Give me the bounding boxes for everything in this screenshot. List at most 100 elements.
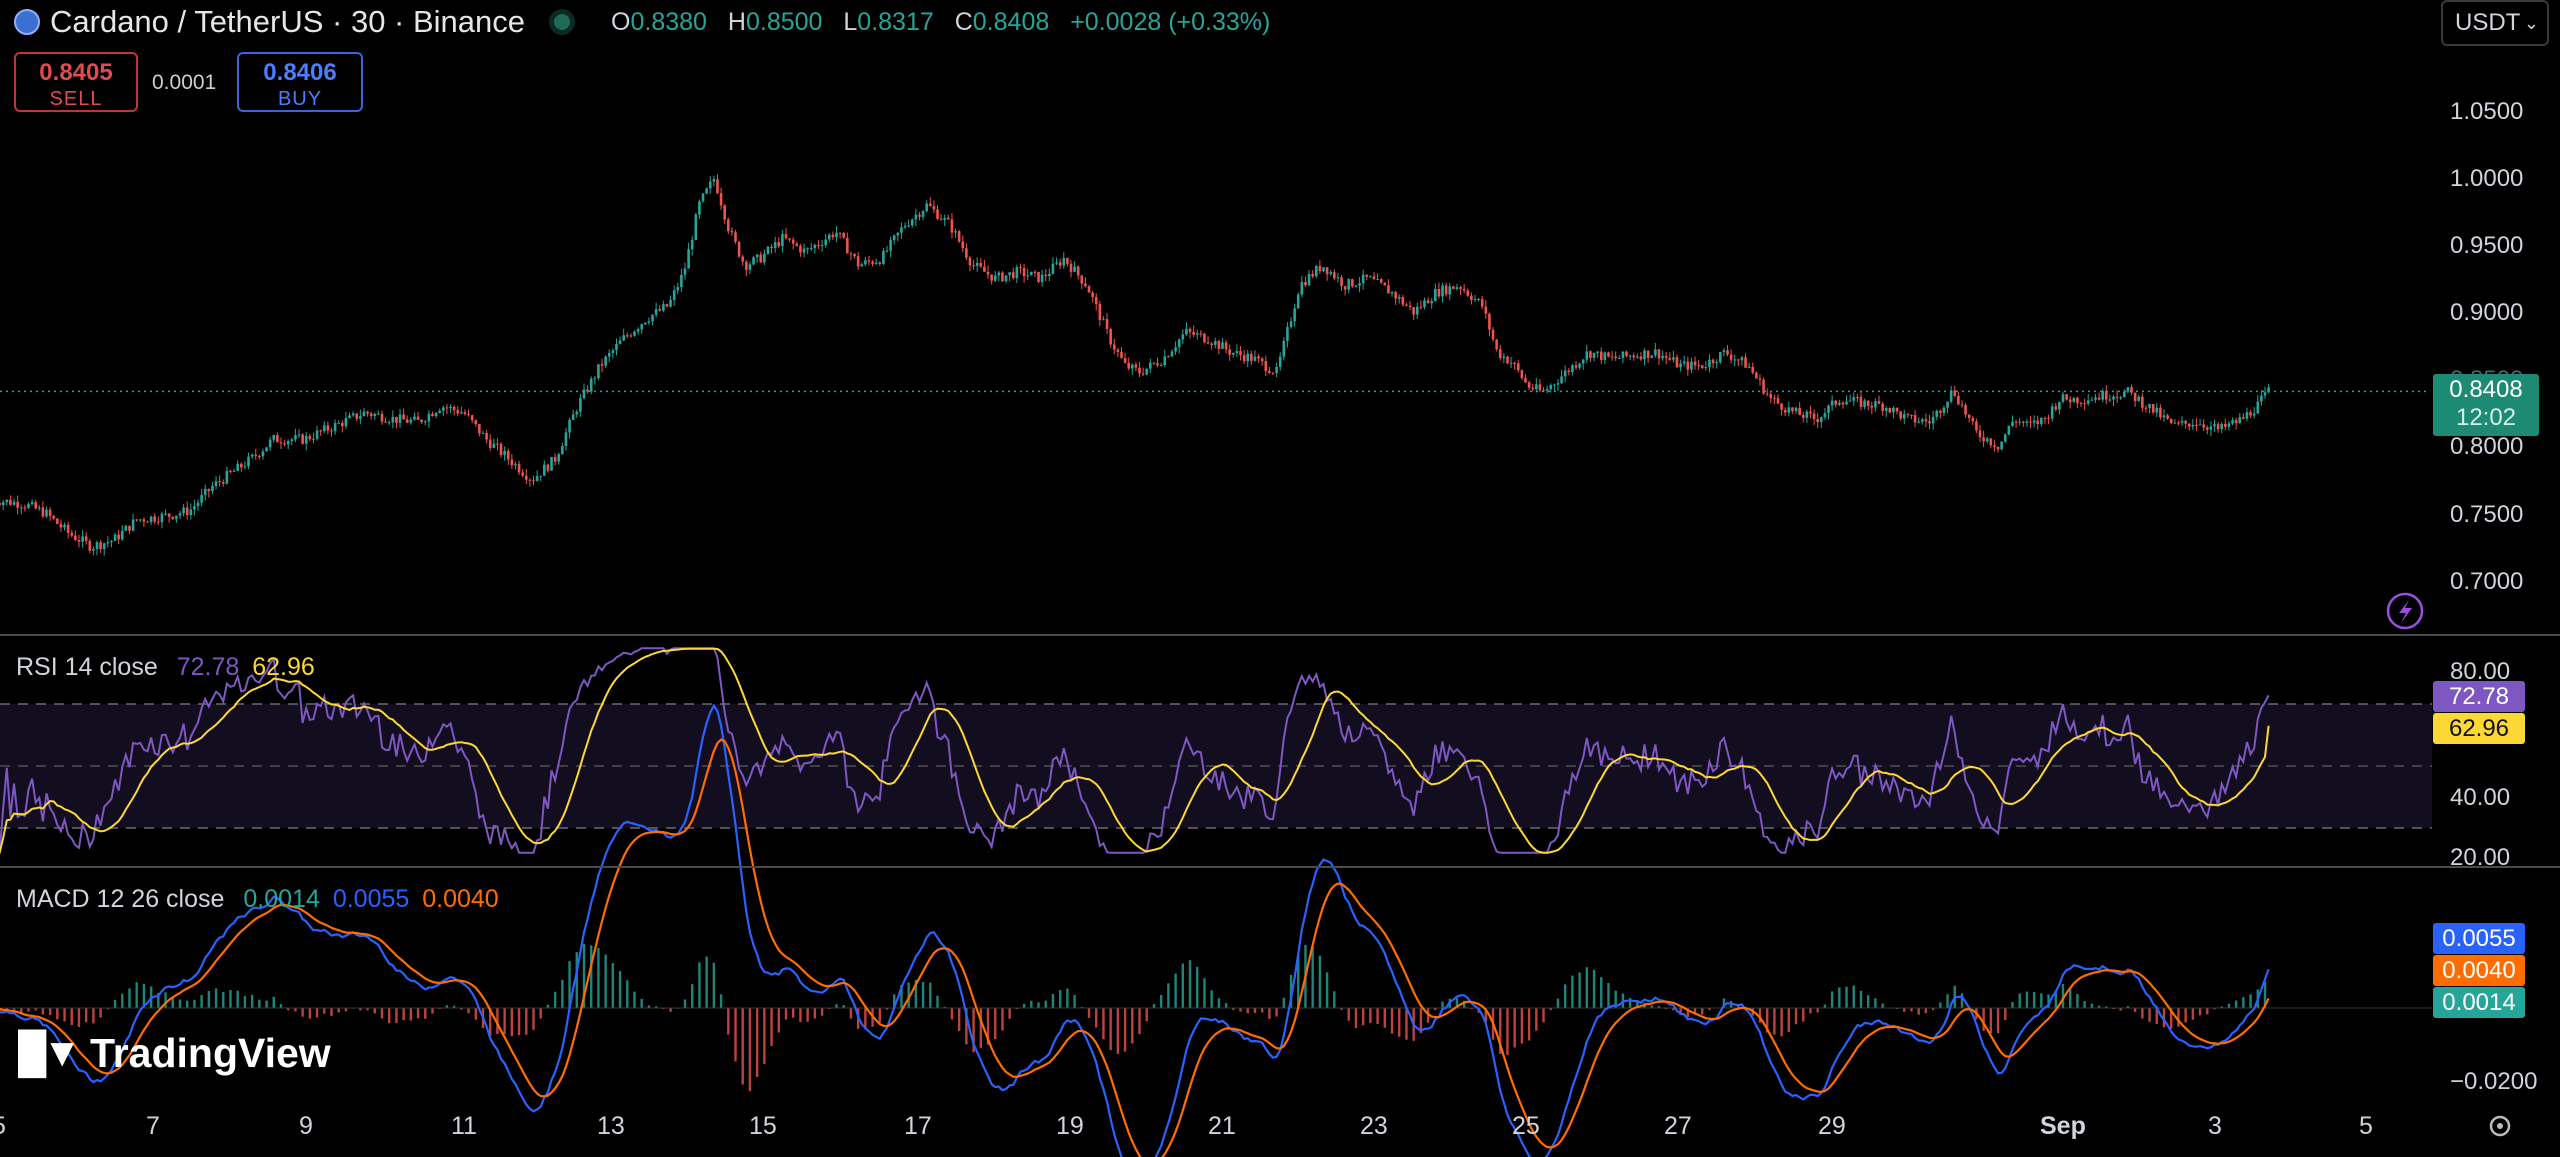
candle: [2180, 420, 2184, 423]
macd-hist-bar: [395, 1008, 398, 1024]
macd-legend[interactable]: MACD 12 26 close 0.0014 0.0055 0.0040: [16, 885, 499, 914]
macd-hist-bar: [503, 1008, 506, 1035]
candle: [1902, 414, 1906, 419]
macd-hist-bar: [784, 1008, 788, 1020]
candle: [124, 525, 128, 531]
symbol-title[interactable]: Cardano / TetherUS · 30 · Binance: [50, 4, 526, 39]
macd-hist-bar: [416, 1008, 420, 1019]
candle: [2029, 421, 2032, 423]
candle: [1783, 409, 1787, 413]
candle: [146, 521, 149, 523]
rsi-legend[interactable]: RSI 14 close 72.78 62.96: [16, 653, 315, 682]
macd-hist-bar: [885, 1008, 889, 1010]
candle: [1621, 351, 1625, 358]
macd-hist-bar: [1131, 1008, 1134, 1044]
macd-hist-bar: [1672, 1008, 1675, 1011]
candle: [928, 203, 932, 206]
macd-hist-bar: [683, 999, 687, 1008]
macd-hist-bar: [193, 999, 196, 1008]
candle: [1498, 349, 1502, 359]
candle: [986, 271, 990, 275]
macd-hist-bar: [380, 1008, 384, 1019]
candle: [687, 249, 690, 269]
candle: [1141, 373, 1145, 375]
bolt-icon[interactable]: [2386, 592, 2424, 630]
time-tick: 17: [904, 1112, 932, 1140]
candle: [1935, 410, 1939, 417]
candle: [896, 232, 900, 236]
macd-hist-bar: [315, 1008, 319, 1018]
macd-hist-bar: [1809, 1008, 1812, 1014]
candle: [2202, 424, 2205, 428]
macd-hist-bar: [1960, 993, 1964, 1008]
candle: [449, 406, 452, 409]
macd-hist-bar: [553, 991, 557, 1008]
candle: [979, 263, 983, 267]
candle: [1704, 367, 1708, 369]
buy-button[interactable]: 0.8406 BUY: [237, 52, 363, 112]
macd-hist-bar: [92, 1008, 95, 1024]
candle: [2133, 392, 2137, 401]
tradingview-logo[interactable]: █▼ TradingView: [18, 1030, 331, 1077]
candle: [2083, 403, 2086, 405]
candle: [1257, 356, 1260, 359]
candle: [1264, 361, 1268, 372]
candle: [1787, 407, 1791, 413]
macd-hist-bar: [344, 1008, 348, 1012]
macd-hist-bar: [286, 1008, 290, 1011]
candle: [1105, 319, 1109, 330]
macd-hist-bar: [178, 999, 182, 1008]
candle: [200, 494, 203, 503]
macd-hist-bar: [1866, 995, 1870, 1008]
candle: [777, 242, 781, 247]
macd-hist-bar: [2090, 1003, 2094, 1008]
sell-button[interactable]: 0.8405 SELL: [14, 52, 138, 112]
pane-separator-rsi[interactable]: [0, 634, 2560, 636]
candle: [1112, 344, 1116, 350]
macd-hist-bar: [272, 996, 275, 1008]
settings-gear-icon[interactable]: [2489, 1115, 2511, 1137]
candle: [92, 548, 95, 551]
macd-hist-bar: [164, 992, 167, 1008]
macd-hist-bar: [546, 1004, 550, 1008]
candle: [117, 534, 120, 540]
candle: [1740, 357, 1744, 361]
time-tick: 29: [1818, 1112, 1846, 1140]
candle: [131, 519, 135, 531]
candle: [550, 456, 553, 471]
candle: [1942, 407, 1946, 413]
time-tick: 23: [1360, 1112, 1388, 1140]
macd-hist-bar: [1145, 1008, 1148, 1022]
macd-hist-bar: [1996, 1008, 2000, 1034]
candle: [229, 471, 232, 473]
buy-price: 0.8406: [263, 59, 337, 86]
pane-separator-macd[interactable]: [0, 866, 2560, 868]
macd-hist-bar: [957, 1008, 961, 1032]
time-tick: 11: [451, 1112, 477, 1140]
candle: [983, 266, 986, 272]
candle: [860, 264, 864, 267]
macd-hist-bar: [337, 1008, 340, 1013]
candle: [297, 434, 301, 436]
macd-hist-bar: [1845, 986, 1848, 1008]
macd-hist-bar: [943, 1006, 946, 1008]
candle: [1199, 333, 1203, 335]
currency-select[interactable]: USDT ⌄: [2441, 0, 2549, 46]
candle: [1765, 393, 1769, 395]
candle: [1527, 382, 1531, 388]
candle: [128, 525, 131, 531]
candle: [712, 179, 716, 182]
candle: [571, 414, 575, 420]
macd-hist-bar: [1058, 990, 1062, 1008]
candle: [1654, 349, 1657, 356]
candle: [2101, 391, 2104, 400]
macd-hist-bar: [1628, 998, 1632, 1008]
macd-hist-bar: [2206, 1008, 2209, 1015]
macd-hist-bar: [1802, 1008, 1805, 1022]
candle: [2198, 424, 2202, 426]
candle: [157, 521, 160, 523]
macd-hist-bar: [1051, 993, 1055, 1008]
candle: [1134, 364, 1138, 368]
candle: [95, 542, 99, 549]
